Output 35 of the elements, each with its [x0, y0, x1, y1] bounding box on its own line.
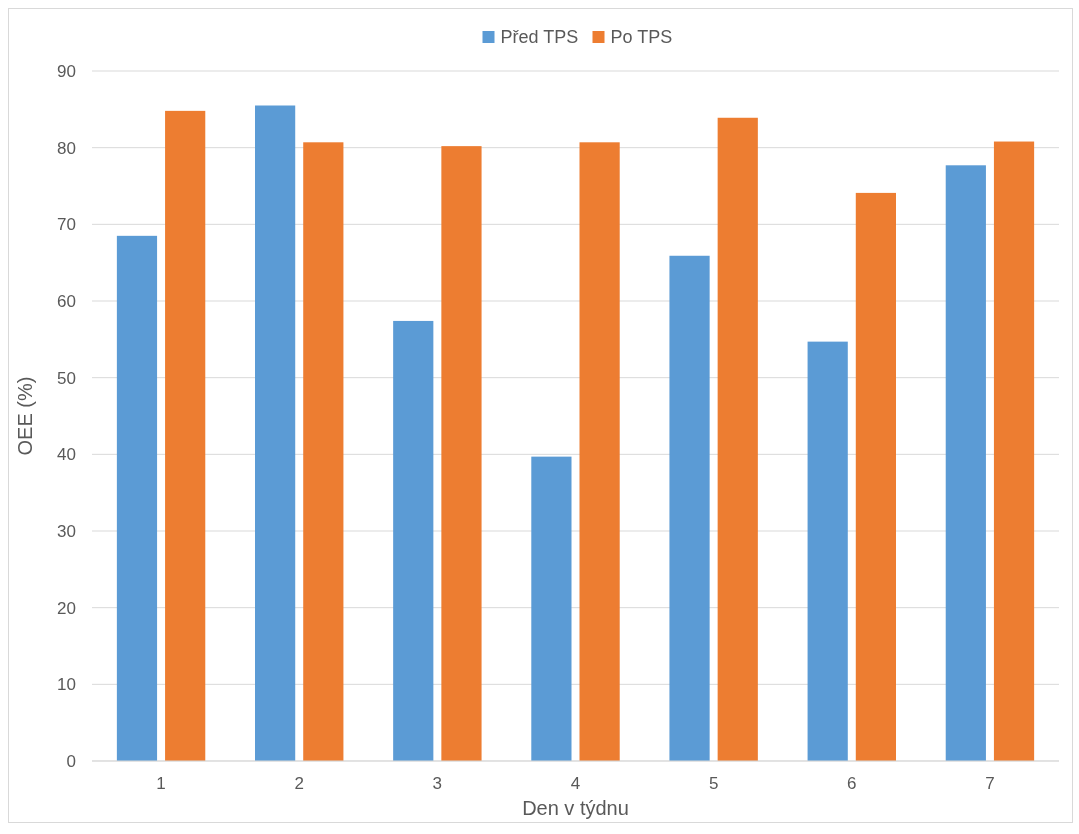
y-tick-label: 0: [66, 751, 76, 771]
bar: [579, 142, 620, 761]
bar: [441, 146, 482, 761]
x-tick-label: 7: [985, 774, 995, 793]
x-tick-label: 3: [432, 774, 443, 793]
y-tick-label: 20: [57, 598, 76, 618]
y-tick-label: 50: [57, 368, 76, 388]
y-axis-title: OEE (%): [14, 376, 36, 456]
y-tick-label: 70: [57, 215, 76, 235]
y-tick-label: 90: [57, 61, 76, 81]
bar: [807, 341, 848, 761]
x-tick-label: 1: [156, 774, 166, 793]
bar: [303, 142, 344, 761]
x-axis-title: Den v týdnu: [522, 797, 629, 819]
bar: [855, 192, 896, 761]
x-tick-label: 4: [570, 774, 581, 793]
legend-label: Před TPS: [500, 27, 579, 48]
legend-label: Po TPS: [610, 27, 673, 48]
bar: [116, 235, 158, 761]
bar: [165, 110, 206, 761]
y-tick-label: 80: [57, 138, 76, 158]
y-tick-label: 60: [57, 291, 76, 311]
bar: [993, 141, 1035, 761]
x-tick-label: 2: [294, 774, 304, 793]
bar: [255, 105, 296, 761]
bar: [945, 165, 986, 761]
y-tick-label: 10: [57, 675, 76, 695]
bar: [669, 255, 710, 761]
y-tick-label: 40: [57, 445, 76, 465]
bar: [531, 456, 572, 761]
bar: [717, 117, 758, 761]
x-tick-label: 5: [708, 774, 719, 793]
y-tick-label: 30: [57, 521, 76, 541]
x-tick-label: 6: [847, 774, 857, 793]
bar: [393, 320, 434, 761]
